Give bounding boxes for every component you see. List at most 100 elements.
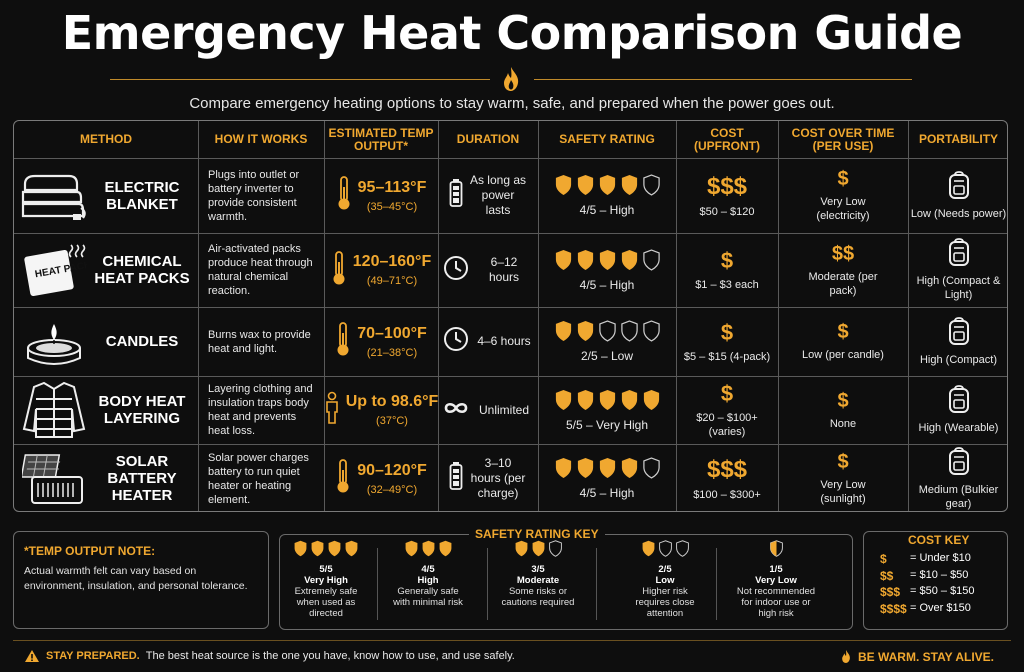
jacket-icon (14, 379, 94, 441)
battery-icon (449, 178, 463, 213)
shield-filled-icon (621, 249, 637, 270)
temp-cell: 90–120°F (32–49°C) (324, 444, 438, 511)
shield-filled-icon (621, 389, 637, 410)
shield-filled-icon (577, 175, 593, 195)
page-title: Emergency Heat Comparison Guide (61, 6, 963, 60)
temp-cell: 70–100°F (21–38°C) (324, 307, 438, 376)
temp-celsius: (35–45°C) (366, 200, 418, 213)
cost-time-text: Low (per candle) (802, 349, 884, 361)
footer-divider (13, 640, 1011, 641)
key-desc: Extremely safe when used as directed (294, 586, 358, 619)
duration-text: As long as power lasts (469, 173, 527, 217)
shield-empty-icon (620, 320, 638, 342)
cost-symbol: $ (720, 319, 734, 345)
how-it-works-text: Solar power charges battery to run quiet… (208, 451, 309, 506)
key-divider (716, 548, 717, 620)
key-shields (615, 540, 715, 557)
temp-cell: 95–113°F (35–45°C) (324, 158, 438, 233)
how-it-works-text: Burns wax to provide heat and light. (208, 328, 311, 355)
portability-text: High (Compact) (919, 353, 998, 366)
portability-text: Low (Needs power) (910, 207, 1007, 220)
battery-icon (449, 461, 463, 496)
portability-text: Medium (Bulkier gear) (918, 483, 999, 510)
temp-note-title: *TEMP OUTPUT NOTE: (24, 544, 156, 558)
temp-cell: Up to 98.6°F (37°C) (324, 376, 438, 444)
warning-icon (25, 650, 39, 662)
cost-text: $50 – $120 (699, 205, 755, 218)
shield-empty-icon (658, 540, 672, 557)
shield-filled-icon (599, 249, 615, 270)
cost-key-panel (863, 531, 1008, 630)
safety-shields (554, 389, 661, 411)
clock-icon (443, 255, 469, 286)
temp-value: 120–160°F (352, 253, 432, 270)
cost-cell: $$$ $50 – $120 (676, 158, 778, 233)
safety-cell: 5/5 – Very High (538, 376, 676, 444)
shield-filled-icon (422, 540, 434, 557)
flame-icon (504, 67, 519, 91)
duration-cell: 4–6 hours (438, 307, 538, 376)
cost-text: $1 – $3 each (695, 279, 759, 291)
safety-key-item: 2/5 Low Higher risk requires close atten… (615, 540, 715, 619)
shield-filled-icon (405, 540, 417, 557)
cost-time-symbol: $ (837, 321, 849, 343)
key-score: 4/5 (421, 564, 435, 575)
how-cell: Air-activated packs produce heat through… (198, 233, 324, 307)
header-how: HOW IT WORKS (214, 132, 308, 146)
backpack-icon (947, 170, 971, 204)
portability-cell: Low (Needs power) (908, 158, 1007, 233)
key-label: Moderate (516, 575, 560, 586)
temp-cell: 120–160°F (49–71°C) (324, 233, 438, 307)
footer-text: The best heat source is the one you have… (145, 650, 515, 662)
shield-filled-icon (294, 540, 307, 557)
footer-left: STAY PREPARED. The best heat source is t… (24, 649, 515, 663)
subtitle: Compare emergency heating options to sta… (189, 95, 835, 112)
shield-filled-icon (555, 458, 571, 478)
cost-time-symbol: $$ (831, 242, 855, 265)
key-label: Very High (304, 575, 348, 586)
temp-celsius: (49–71°C) (366, 275, 418, 287)
cost-symbol: $$$ (706, 455, 748, 483)
method-name: CHEMICAL HEAT PACKS (94, 253, 190, 287)
header-method: METHOD (80, 132, 132, 146)
cost-key-item: $$$$ = Over $150 (880, 602, 971, 616)
method-cell: ELECTRIC BLANKET (14, 158, 198, 233)
cost-time-text: None (829, 417, 857, 430)
shield-filled-icon (555, 249, 571, 270)
duration-cell: 3–10 hours (per charge) (438, 444, 538, 511)
shield-filled-icon (599, 389, 615, 410)
cost-time-text: Very Low (sunlight) (820, 479, 866, 505)
shield-empty-icon (642, 457, 660, 479)
cost-time-text: Very Low (electricity) (816, 196, 870, 222)
shield-filled-icon (621, 458, 637, 478)
safety-shields (554, 320, 661, 342)
title-rule-left (110, 79, 490, 80)
portability-text: High (Compact & Light) (916, 275, 1001, 301)
cost-cell: $ $20 – $100+ (varies) (676, 376, 778, 444)
shield-filled-icon (311, 540, 324, 557)
cost-key-text: = Over $150 (910, 601, 971, 614)
shield-empty-icon (642, 320, 660, 342)
cost-key-symbol: $$ (880, 568, 894, 583)
cost-time-symbol: $ (837, 389, 849, 412)
key-shields (726, 540, 826, 557)
cost-time-cell: $$ Moderate (per pack) (778, 233, 908, 307)
portability-cell: Medium (Bulkier gear) (908, 444, 1007, 511)
cost-key-symbol: $ (880, 552, 887, 566)
cost-key-item: $ = Under $10 (880, 552, 971, 566)
cost-time-symbol: $ (837, 451, 849, 473)
method-cell: HEAT PACK CHEMICAL HEAT PACKS (14, 233, 198, 307)
shield-empty-icon (642, 248, 660, 271)
cost-cell: $ $1 – $3 each (676, 233, 778, 307)
key-score: 1/5 (769, 564, 783, 575)
title-rule-right (534, 79, 912, 80)
key-divider (487, 548, 488, 620)
temp-note-panel: *TEMP OUTPUT NOTE: Actual warmth felt ca… (13, 531, 269, 629)
shield-filled-icon (555, 321, 571, 341)
key-shields (488, 540, 588, 557)
shield-filled-icon (328, 540, 341, 557)
method-name: BODY HEAT LAYERING (98, 393, 186, 427)
cost-symbol: $$$ (706, 172, 748, 200)
safety-cell: 4/5 – High (538, 444, 676, 511)
key-shields (276, 540, 376, 557)
